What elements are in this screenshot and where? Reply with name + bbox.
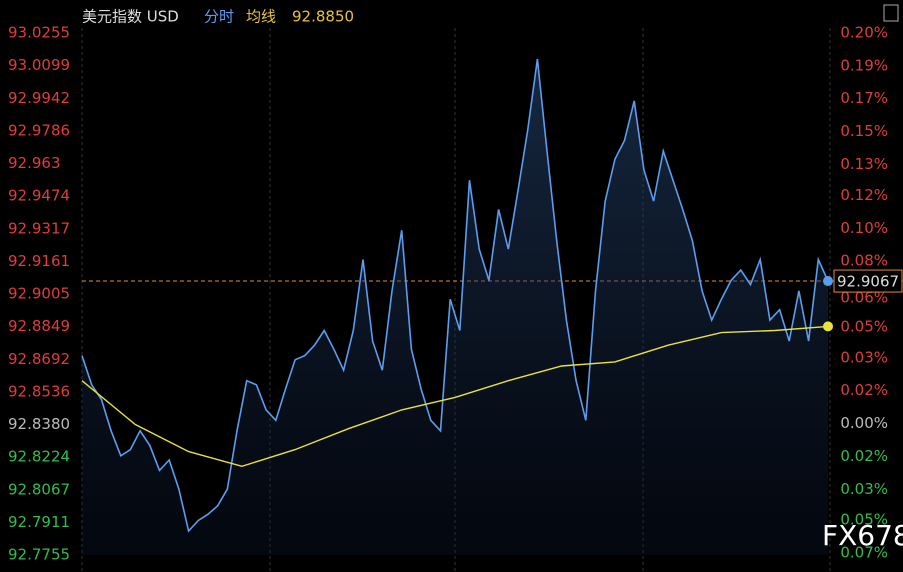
- series-line: [81, 58, 829, 533]
- mode-label: 分时: [204, 8, 234, 26]
- watermark: FX678: [822, 519, 903, 552]
- y2-tick-label: 0.17%: [840, 89, 888, 107]
- y2-tick-label: 0.06%: [840, 289, 888, 307]
- y-tick-label: 92.7755: [8, 546, 70, 564]
- y2-tick-label: 0.10%: [840, 219, 888, 237]
- y2-tick-label: 0.00%: [840, 414, 888, 432]
- current-label: 92.9067: [837, 273, 899, 291]
- current-box: [833, 269, 903, 293]
- y2-tick-label: 0.07%: [840, 544, 888, 562]
- avg-label: 均线: [246, 8, 276, 26]
- series-line: [81, 325, 829, 468]
- y2-tick-label: 0.19%: [840, 56, 888, 74]
- y-tick-label: 93.0255: [8, 24, 70, 42]
- y2-tick-label: 0.02%: [840, 381, 888, 399]
- title: 美元指数 USD: [82, 8, 179, 26]
- y2-tick-label: 0.08%: [840, 252, 888, 270]
- y2-tick-label: 0.15%: [840, 122, 888, 140]
- end-dot: [823, 321, 833, 332]
- y2-tick-label: 0.20%: [840, 24, 888, 42]
- y-tick-label: 92.9942: [8, 89, 70, 107]
- y2-tick-label: 0.03%: [840, 480, 888, 498]
- y2-tick-label: 0.05%: [840, 317, 888, 335]
- y-tick-label: 92.8380: [8, 415, 70, 433]
- y-tick-label: 92.9786: [8, 121, 70, 139]
- y-tick-label: 92.8067: [8, 480, 70, 498]
- y-tick-label: 92.9161: [8, 252, 70, 270]
- icon[interactable]: [883, 4, 899, 22]
- y-tick-label: 92.9317: [8, 219, 70, 237]
- y2-tick-label: 0.13%: [840, 155, 888, 173]
- y-tick-label: 92.9474: [8, 187, 70, 205]
- y-tick-label: 92.8849: [8, 317, 70, 335]
- area: [82, 59, 828, 555]
- end-dot: [823, 276, 833, 287]
- y-tick-label: 92.9005: [8, 285, 70, 303]
- y-tick-label: 93.0099: [8, 56, 70, 74]
- y-tick-label: 92.963: [8, 154, 61, 172]
- y2-tick-label: 0.05%: [840, 511, 888, 529]
- y-tick-label: 92.8536: [8, 382, 70, 400]
- y-tick-label: 92.8224: [8, 448, 70, 466]
- avg-value: 92.8850: [292, 8, 354, 26]
- y-tick-label: 92.7911: [8, 513, 70, 531]
- y-tick-label: 92.8692: [8, 350, 70, 368]
- y2-tick-label: 0.12%: [840, 186, 888, 204]
- y2-tick-label: 0.03%: [840, 348, 888, 366]
- y2-tick-label: 0.02%: [840, 447, 888, 465]
